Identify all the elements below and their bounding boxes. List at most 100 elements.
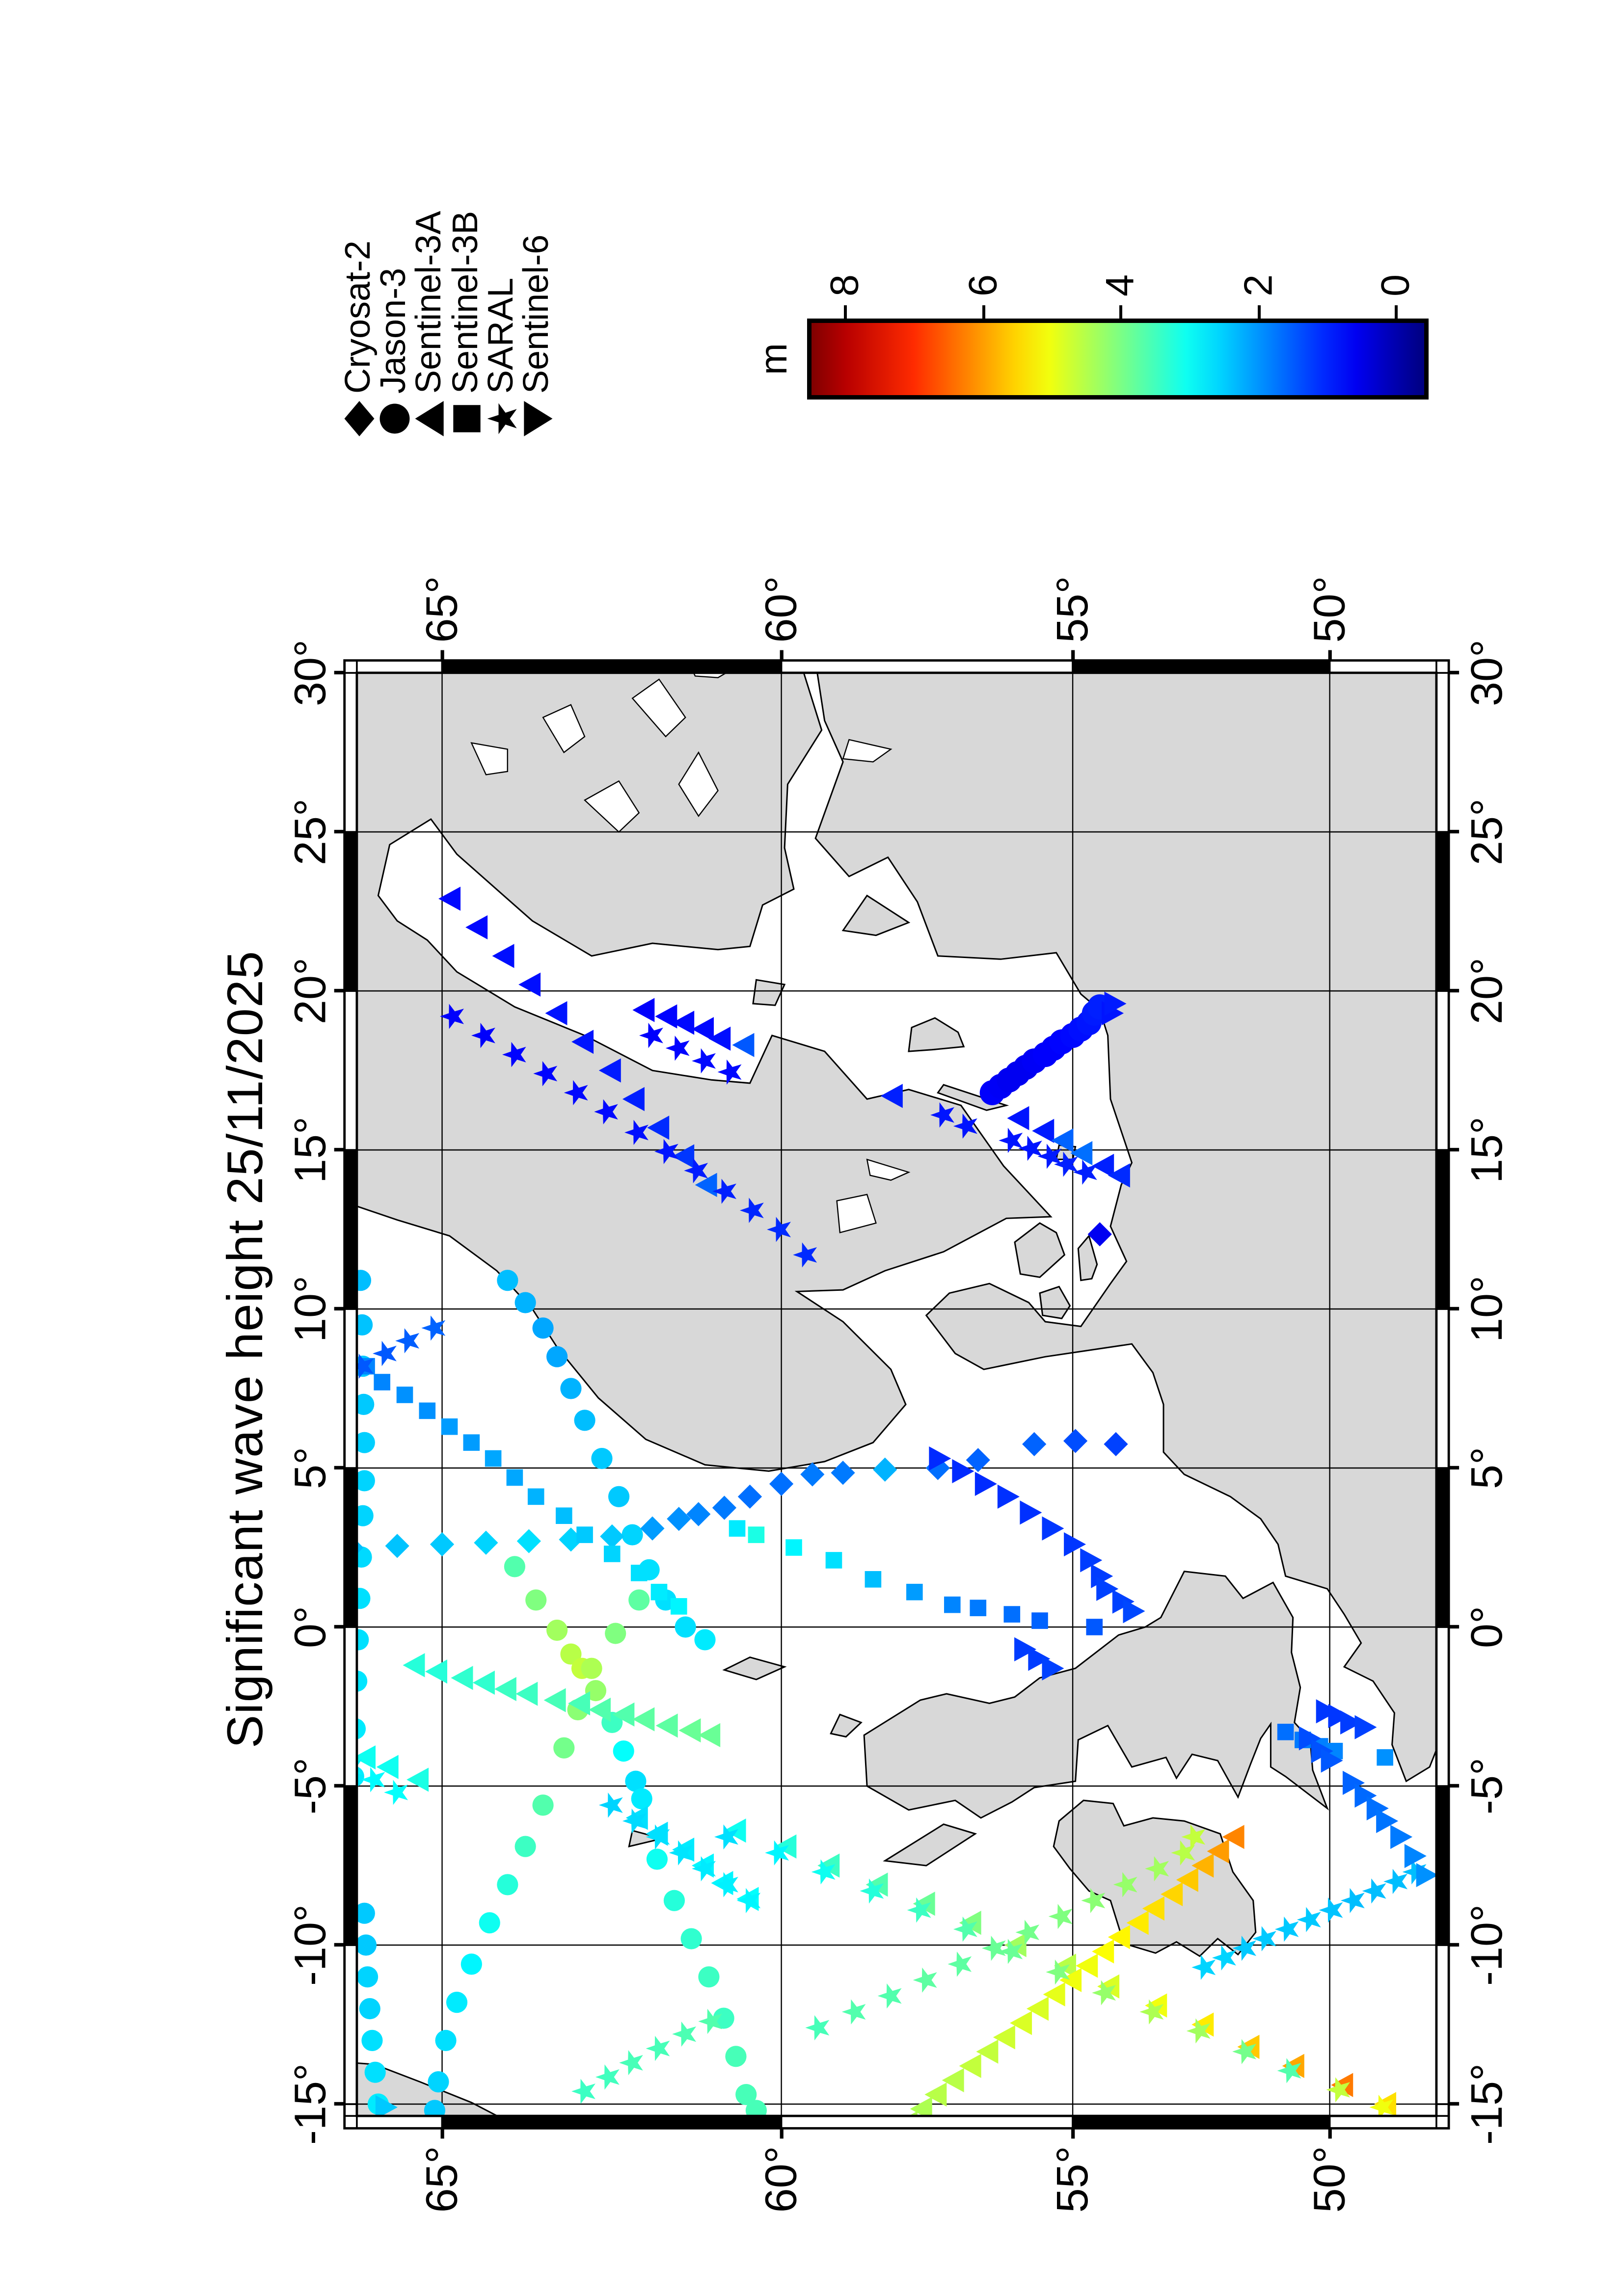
data-point-diamond [831, 1461, 855, 1485]
data-point-circle [497, 1874, 518, 1896]
lon-tick-bottom [1449, 670, 1460, 675]
data-point-circle [356, 1470, 375, 1492]
data-point-triangle-up [1032, 1119, 1055, 1143]
lon-tick-bottom [1449, 1784, 1460, 1788]
lake-polygon [678, 751, 719, 817]
frame-segment-right [356, 659, 443, 674]
frame-outer [343, 659, 1450, 2130]
data-point-triangle-down [1321, 1748, 1343, 1773]
data-point-square [527, 1488, 544, 1505]
data-point-star [533, 1061, 558, 1087]
data-point-circle [698, 1966, 720, 1988]
data-point-circle [356, 1670, 368, 1692]
lon-tick-bottom [1449, 1307, 1460, 1311]
land-polygon [1077, 1234, 1098, 1281]
frame-segment-top [343, 1149, 358, 1310]
data-point-diamond [430, 1532, 455, 1557]
data-point-triangle-down [1376, 1809, 1399, 1833]
data-point-diamond [1104, 1432, 1128, 1457]
data-point-triangle-up [924, 2082, 947, 2107]
data-point-triangle-up [976, 2039, 999, 2064]
data-point-triangle-up [492, 944, 514, 968]
lon-tick-bottom [1449, 2102, 1460, 2106]
data-point-triangle-down [1042, 1656, 1064, 1681]
data-point-triangle-up [1161, 1882, 1183, 1906]
data-point-triangle-up [1176, 1868, 1198, 1892]
data-point-diamond [516, 1529, 541, 1553]
data-point-circle [628, 1589, 650, 1611]
lat-tick-left [440, 2128, 444, 2139]
lon-label-top: 20° [286, 958, 335, 1024]
data-point-star [1171, 1840, 1195, 1866]
data-point-square [506, 1469, 523, 1486]
lon-tick-top [334, 1943, 345, 1947]
data-point-circle [605, 1623, 626, 1644]
data-point-triangle-up [622, 1087, 645, 1111]
data-point-triangle-up [647, 1116, 670, 1140]
data-point-square [671, 1598, 687, 1615]
frame-segment-left [1328, 2115, 1437, 2130]
data-point-star [1139, 1999, 1164, 2025]
data-point-star [1081, 1888, 1106, 1914]
tracks-layer [356, 886, 1436, 2116]
data-point-triangle-up [571, 1030, 594, 1054]
lon-label-top: -10° [286, 1904, 335, 1986]
data-point-circle [356, 1902, 375, 1924]
track-saral-22 [356, 1315, 446, 1379]
data-point-star [1113, 1872, 1137, 1897]
data-point-diamond [966, 1448, 990, 1472]
data-point-triangle-up [472, 1670, 495, 1695]
data-point-star [502, 1041, 526, 1068]
data-point-triangle-up [913, 1892, 935, 1916]
data-point-star [619, 2050, 643, 2076]
data-point-square [785, 1539, 802, 1556]
data-point-circle [460, 1953, 482, 1975]
land-polygon [883, 1823, 977, 1867]
data-point-square [374, 1374, 390, 1390]
lake-polygon [677, 672, 744, 678]
data-point-circle [532, 1317, 554, 1339]
land-polygon [1039, 1285, 1071, 1319]
data-point-square [825, 1552, 842, 1569]
data-point-circle [359, 1998, 380, 2020]
lon-tick-top [334, 670, 345, 675]
data-point-star [805, 2015, 830, 2041]
data-point-star [1054, 1151, 1078, 1177]
data-point-triangle-up [1043, 1982, 1065, 2007]
data-point-circle [675, 1616, 696, 1638]
data-point-triangle-up [543, 1688, 566, 1712]
data-point-square [485, 1450, 502, 1467]
data-point-triangle-down [929, 1446, 951, 1471]
lon-label-bottom: -15° [1462, 2063, 1512, 2145]
data-point-square [396, 1387, 413, 1403]
lon-label-bottom: 5° [1462, 1447, 1512, 1489]
lon-tick-bottom [1449, 1625, 1460, 1629]
lon-label-top: -5° [286, 1758, 335, 1815]
data-point-circle [622, 1524, 643, 1546]
data-point-square [1031, 1612, 1048, 1629]
land-polygon [752, 979, 786, 1006]
data-point-star [1046, 1959, 1070, 1985]
track-jason-3-2 [356, 1270, 375, 1788]
data-point-triangle-up [438, 886, 461, 911]
data-point-triangle-down [1366, 1796, 1389, 1820]
lon-tick-top [334, 2102, 345, 2106]
track-saral-24 [598, 1792, 761, 1914]
data-point-star [913, 1967, 937, 1993]
frame-segment-top [343, 1308, 358, 1469]
land-polygon [830, 1713, 863, 1738]
legend-symbol-square-icon [449, 394, 484, 444]
data-point-triangle-up [1051, 1128, 1074, 1153]
data-point-star [1274, 1916, 1299, 1942]
data-point-triangle-up [1076, 1953, 1098, 1978]
frame-segment-bottom [1435, 1149, 1450, 1310]
track-sentinel-3a-13 [356, 1745, 429, 1792]
data-point-triangle-up [376, 1755, 399, 1779]
data-point-triangle-up [356, 1745, 376, 1770]
track-sentinel-3a-11 [403, 1653, 721, 1747]
data-point-star [714, 1824, 738, 1850]
lon-tick-bottom [1449, 1943, 1460, 1947]
data-point-diamond [686, 1502, 711, 1526]
data-point-diamond [667, 1507, 691, 1531]
